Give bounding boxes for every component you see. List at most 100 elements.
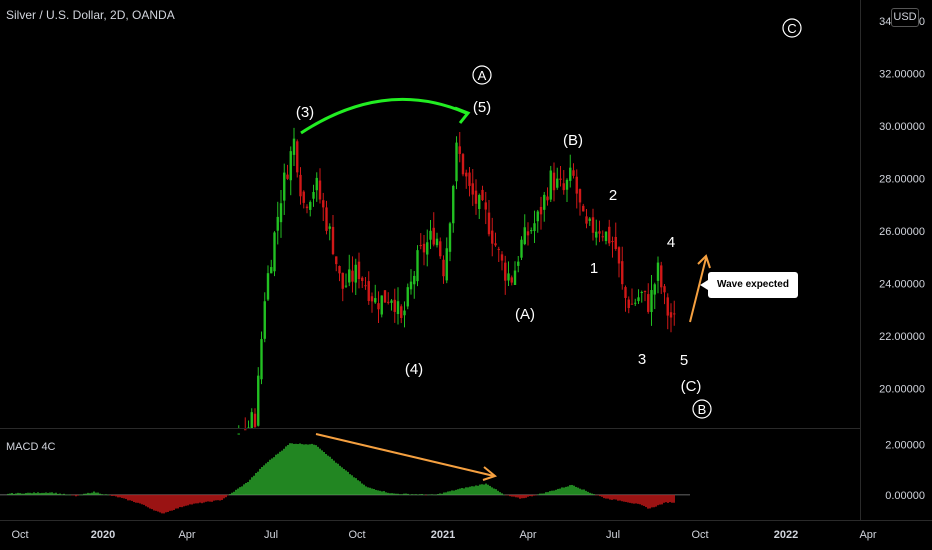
wave-label-circle-C[interactable]: C (787, 21, 796, 36)
macd-bar (353, 477, 355, 495)
macd-bar (399, 494, 401, 495)
macd-bar (389, 493, 391, 495)
macd-bar (255, 473, 257, 495)
wave-label-B[interactable]: (B) (563, 132, 583, 149)
macd-bar (621, 494, 623, 502)
wave-label-circle-B[interactable]: B (698, 402, 707, 417)
macd-bar (567, 486, 569, 495)
macd-bar (101, 494, 103, 495)
macd-bar (565, 486, 567, 495)
macd-bar (257, 471, 259, 495)
candle (643, 290, 647, 292)
macd-bar (149, 494, 151, 509)
price-tick-7: 20.00000 (879, 384, 925, 396)
macd-bar (77, 494, 79, 496)
candle (257, 375, 260, 426)
candle (468, 172, 471, 186)
macd-bar (209, 494, 211, 502)
price-axis[interactable]: 34.0000032.0000030.0000028.0000026.00000… (879, 16, 925, 396)
macd-bar (365, 486, 367, 495)
candle (507, 273, 510, 281)
wave-label-3-minor[interactable]: 3 (638, 351, 646, 368)
macd-bar (409, 494, 411, 496)
macd-bar (523, 494, 525, 499)
macd-bar (505, 494, 507, 496)
macd-bar (305, 444, 307, 495)
macd-bar (265, 463, 267, 495)
macd-label[interactable]: MACD 4C (6, 441, 56, 453)
candle (348, 269, 351, 283)
macd-bar (207, 494, 209, 502)
wave-label-5[interactable]: (5) (473, 99, 491, 116)
time-tick-6: Apr (519, 529, 536, 541)
currency-badge[interactable]: USD (891, 8, 919, 27)
macd-axis[interactable]: 2.00000 0.00000 (885, 440, 925, 502)
macd-bar (223, 494, 225, 499)
wave-label-4-minor[interactable]: 4 (667, 234, 675, 251)
macd-bar (83, 493, 85, 495)
candle (513, 270, 517, 285)
macd-bar (71, 494, 73, 496)
macd-bar (635, 494, 637, 504)
macd-bar (251, 477, 253, 495)
macd-bar (507, 494, 509, 496)
macd-bar (277, 453, 279, 495)
candle (487, 212, 491, 235)
macd-bar (429, 494, 431, 495)
candle (556, 178, 559, 188)
macd-bar (515, 494, 517, 498)
candle (578, 189, 582, 203)
macd-bar (155, 494, 157, 511)
time-tick-8: Oct (691, 529, 708, 541)
wave-label-circle-A[interactable]: A (478, 68, 487, 83)
candle (471, 183, 474, 195)
candle (296, 141, 299, 173)
macd-bar (29, 492, 31, 495)
wave-expected-callout[interactable]: Wave expected (700, 272, 798, 298)
candle (263, 301, 266, 339)
macd-bar (105, 494, 107, 495)
macd-bar (541, 493, 543, 495)
candle (650, 290, 653, 313)
macd-bar (239, 487, 241, 495)
macd-bar (551, 490, 553, 495)
candle (461, 154, 465, 175)
macd-bar (595, 494, 597, 496)
time-tick-0: Oct (11, 529, 28, 541)
candle (588, 218, 591, 221)
chart-title[interactable]: Silver / U.S. Dollar, 2D, OANDA (6, 8, 175, 22)
macd-bars (0, 443, 690, 514)
macd-bar (459, 488, 461, 495)
green-arc-arrow[interactable] (300, 97, 467, 135)
candle (325, 207, 328, 231)
candle (370, 296, 374, 302)
macd-bar (483, 484, 485, 495)
macd-bar (633, 494, 635, 504)
macd-bar (289, 443, 291, 495)
candle (283, 172, 286, 201)
macd-bar (655, 494, 657, 507)
candle (481, 189, 484, 201)
macd-bar (443, 492, 445, 495)
wave-label-4[interactable]: (4) (405, 361, 423, 378)
wave-label-A[interactable]: (A) (515, 306, 535, 323)
wave-label-1[interactable]: 1 (590, 260, 598, 277)
macd-bar (333, 460, 335, 495)
macd-bar (619, 494, 621, 501)
macd-bar (645, 494, 647, 508)
orange-divergence-line[interactable] (315, 433, 495, 477)
macd-bar (153, 494, 155, 511)
macd-bar (369, 487, 371, 495)
wave-label-5-minor[interactable]: 5 (680, 352, 688, 369)
candle (627, 299, 630, 308)
wave-label-C[interactable]: (C) (681, 378, 702, 395)
macd-bar (195, 494, 197, 504)
macd-bar (669, 494, 671, 503)
candle (357, 261, 361, 280)
time-axis[interactable]: Oct 2020 Apr Jul Oct 2021 Apr Jul Oct 2022 Apr (11, 529, 876, 541)
wave-label-3[interactable]: (3) (296, 104, 314, 121)
wave-label-2[interactable]: 2 (609, 187, 617, 204)
macd-bar (119, 494, 121, 498)
orange-expected-line[interactable] (689, 257, 707, 323)
